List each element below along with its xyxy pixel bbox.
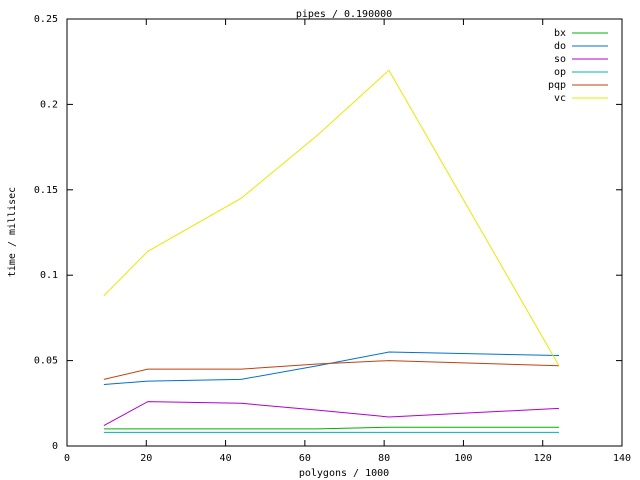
plot-frame (66, 18, 623, 447)
chart-title: pipes / 0.190000 (296, 9, 392, 20)
x-tick-label: 100 (454, 453, 472, 464)
series-line (103, 69, 560, 366)
x-tick-label: 40 (220, 453, 232, 464)
x-tick-label: 140 (613, 453, 631, 464)
legend-label: pqp (548, 80, 566, 91)
series-line (103, 426, 559, 430)
y-tick-label: 0.15 (34, 185, 58, 196)
series-line (103, 360, 559, 380)
y-axis-label: time / millisec (7, 187, 18, 277)
y-tick-label: 0.1 (40, 270, 58, 281)
x-tick-label: 20 (140, 453, 152, 464)
x-tick-label: 60 (299, 453, 311, 464)
x-tick-label: 120 (534, 453, 552, 464)
legend-label: do (554, 41, 566, 52)
legend-label: op (554, 67, 566, 78)
y-tick-label: 0 (52, 441, 58, 452)
y-tick-label: 0.05 (34, 356, 58, 367)
legend-label: bx (554, 28, 566, 39)
y-tick-label: 0.2 (40, 99, 58, 110)
x-tick-label: 80 (378, 453, 390, 464)
x-axis-label: polygons / 1000 (299, 468, 389, 479)
x-tick-label: 0 (64, 453, 70, 464)
legend-label: so (554, 54, 566, 65)
y-tick-label: 0.25 (34, 14, 58, 25)
series-line (103, 351, 559, 386)
legend-label: vc (554, 93, 566, 104)
series-line (103, 401, 559, 426)
